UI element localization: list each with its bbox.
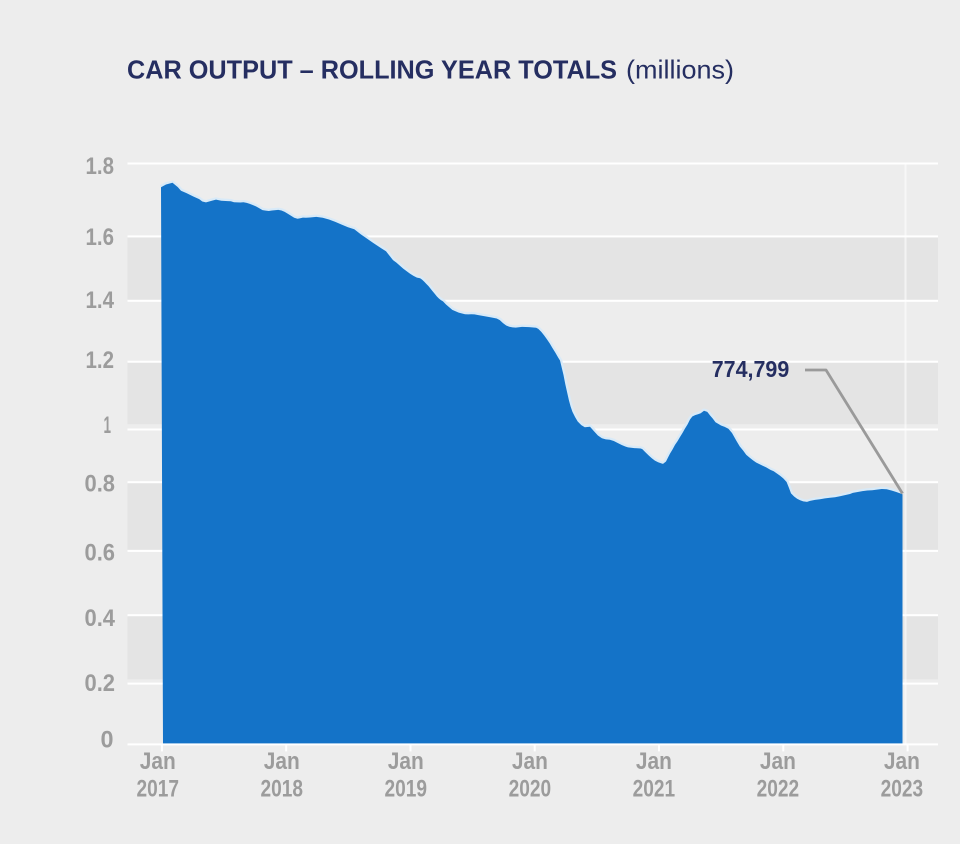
svg-text:2022: 2022: [757, 776, 800, 803]
svg-text:0.2: 0.2: [85, 670, 116, 697]
svg-text:Jan: Jan: [760, 748, 796, 775]
svg-text:Jan: Jan: [636, 748, 672, 775]
svg-text:2017: 2017: [137, 776, 180, 803]
svg-text:1.8: 1.8: [86, 153, 115, 180]
svg-text:0.8: 0.8: [85, 470, 116, 497]
svg-text:(millions): (millions): [626, 57, 734, 85]
svg-text:Jan: Jan: [884, 748, 920, 775]
svg-text:774,799: 774,799: [712, 356, 790, 382]
svg-text:0.4: 0.4: [85, 605, 116, 632]
svg-text:1.2: 1.2: [86, 347, 115, 374]
svg-text:2019: 2019: [385, 776, 428, 803]
svg-text:Jan: Jan: [388, 748, 424, 775]
svg-text:2020: 2020: [509, 776, 552, 803]
svg-text:0: 0: [101, 726, 114, 753]
svg-text:2018: 2018: [261, 776, 304, 803]
svg-text:1.4: 1.4: [86, 287, 115, 314]
svg-text:Jan: Jan: [264, 748, 300, 775]
svg-text:2023: 2023: [881, 776, 924, 803]
svg-text:1: 1: [104, 412, 112, 439]
svg-text:2021: 2021: [633, 776, 676, 803]
svg-text:Jan: Jan: [512, 748, 548, 775]
svg-text:1.6: 1.6: [86, 224, 115, 251]
svg-text:0.6: 0.6: [85, 539, 116, 566]
svg-text:Jan: Jan: [140, 748, 176, 775]
svg-text:CAR OUTPUT – ROLLING YEAR TOTA: CAR OUTPUT – ROLLING YEAR TOTALS: [127, 57, 617, 85]
